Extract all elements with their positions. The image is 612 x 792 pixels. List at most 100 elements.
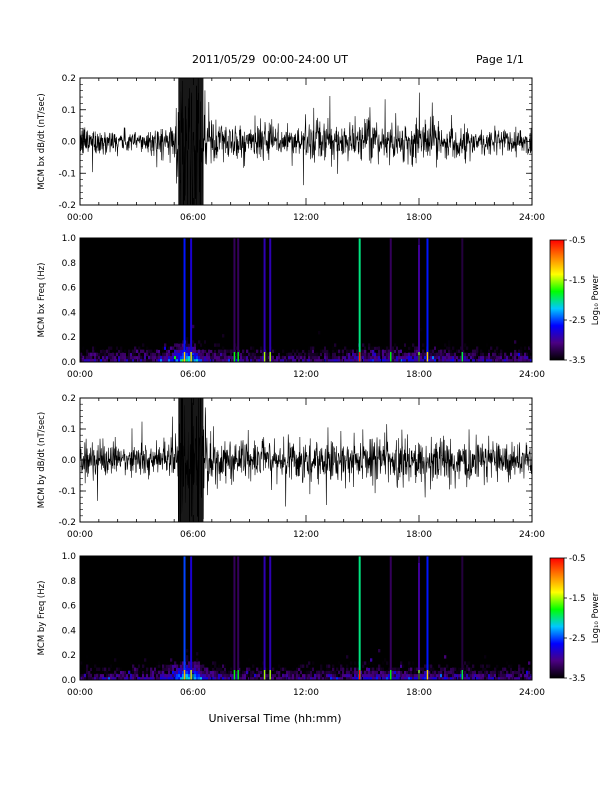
spectrogram-cell bbox=[130, 676, 133, 680]
spectrogram-cell bbox=[396, 349, 399, 353]
spectrogram-cell bbox=[196, 349, 199, 353]
spectrogram-cell bbox=[232, 673, 235, 678]
spectrogram-cell bbox=[478, 352, 481, 357]
spectrogram-cell bbox=[198, 352, 201, 357]
spectrogram-cell bbox=[158, 673, 161, 678]
spectrogram-cell bbox=[164, 352, 167, 357]
spectrogram-cell bbox=[108, 676, 111, 680]
spectrogram-cell bbox=[250, 676, 253, 680]
spectrogram-cell bbox=[146, 349, 149, 353]
spectrogram-cell bbox=[182, 676, 185, 680]
spectrogram-cell bbox=[80, 661, 83, 665]
spectrogram-cell bbox=[492, 670, 495, 675]
spectrogram-cell bbox=[142, 673, 145, 678]
spectrogram-cell bbox=[460, 355, 463, 360]
spectrogram-cell bbox=[258, 676, 261, 680]
spectrogram-cell bbox=[370, 673, 373, 678]
spectrogram-cell bbox=[90, 664, 93, 668]
spectrogram-cell bbox=[242, 349, 245, 353]
plot-area-bx-spec bbox=[80, 238, 532, 362]
spectrogram-cell bbox=[346, 667, 349, 671]
spectrogram-cell bbox=[94, 358, 97, 362]
spectrogram-cell bbox=[464, 355, 467, 360]
spectrogram-cell bbox=[128, 676, 131, 680]
spectrogram-cell bbox=[154, 355, 157, 360]
spectrogram-cell bbox=[278, 352, 281, 357]
spectrogram-cell bbox=[316, 355, 319, 360]
spectrogram-cell bbox=[168, 670, 171, 675]
x-tick-label: 00:00 bbox=[67, 213, 93, 223]
spectrogram-cell bbox=[92, 667, 95, 671]
spectrogram-cell bbox=[428, 664, 431, 668]
spectrogram-cell bbox=[316, 352, 319, 357]
spectrogram-cell bbox=[296, 349, 299, 353]
spectrogram-cell bbox=[336, 673, 339, 678]
spectrogram-cell bbox=[442, 349, 445, 353]
spectrogram-cell bbox=[364, 673, 367, 678]
spectrogram-cell bbox=[326, 664, 329, 668]
spectrogram-cell bbox=[174, 667, 177, 671]
spectrogram-cell bbox=[96, 355, 99, 360]
spectrogram-cell bbox=[180, 352, 183, 357]
spectrogram-cell bbox=[332, 349, 335, 353]
spectrogram-cell bbox=[236, 358, 239, 362]
spectrogram-cell bbox=[408, 676, 411, 680]
spectrogram-cell bbox=[258, 358, 261, 362]
spectrogram-cell bbox=[506, 661, 509, 665]
spectrogram-cell bbox=[372, 670, 375, 675]
spectrogram-cell bbox=[464, 661, 467, 665]
spectrogram-cell bbox=[394, 358, 397, 362]
spectrogram-cell bbox=[286, 352, 289, 357]
spectrogram-cell bbox=[192, 346, 195, 350]
spectrogram-cell bbox=[300, 358, 303, 362]
spectrogram-cell bbox=[220, 355, 223, 360]
spectrogram-cell bbox=[516, 667, 519, 671]
spectrogram-cell bbox=[92, 349, 95, 353]
spectrogram-cell bbox=[334, 676, 337, 680]
spectrogram-cell bbox=[154, 667, 157, 671]
spectrogram-cell bbox=[168, 358, 171, 362]
spectrogram-cell bbox=[280, 667, 283, 671]
spectrogram-cell bbox=[412, 673, 415, 678]
spectrogram-cell bbox=[354, 355, 357, 360]
spectrogram-cell bbox=[392, 658, 395, 662]
spectrogram-cell bbox=[348, 355, 351, 360]
spectrogram-cell bbox=[460, 676, 463, 680]
spectrogram-cell bbox=[526, 673, 529, 678]
spectrogram-cell bbox=[256, 667, 259, 671]
spectrogram-cell bbox=[360, 670, 363, 675]
spectrogram-cell bbox=[118, 349, 121, 353]
spectrogram-cell bbox=[356, 355, 359, 360]
spectrogram-cell bbox=[280, 352, 283, 357]
spectrogram-cell bbox=[424, 664, 427, 668]
spectrogram-cell bbox=[202, 664, 205, 668]
spectrogram-cell bbox=[202, 358, 205, 362]
spectrogram-cell bbox=[182, 343, 185, 347]
spectrogram-cell bbox=[252, 355, 255, 360]
spectrogram-cell bbox=[178, 340, 181, 344]
spectrogram-cell bbox=[448, 355, 451, 360]
spectrogram-cell bbox=[138, 358, 141, 362]
spectrogram-cell bbox=[506, 673, 509, 678]
spectrogram-cell bbox=[84, 343, 87, 347]
spectrogram-cell bbox=[202, 352, 205, 357]
spectrogram-cell bbox=[470, 352, 473, 357]
spectrogram-cell bbox=[134, 346, 137, 350]
spectrogram-cell bbox=[388, 673, 391, 678]
panel-bx-ts: 00:00 06:00 12:00 18:00 24:00-0.2-0.10.00.10… bbox=[37, 74, 545, 223]
spectrogram-cell bbox=[88, 667, 91, 671]
spectrogram-cell bbox=[154, 670, 157, 675]
spectrogram-cell bbox=[436, 676, 439, 680]
spectrogram-cell bbox=[368, 358, 371, 362]
spectrogram-cell bbox=[414, 667, 417, 671]
spectrogram-cell bbox=[138, 676, 141, 680]
spectrogram-cell bbox=[114, 355, 117, 360]
spectrogram-cell bbox=[486, 673, 489, 678]
spectrogram-cell bbox=[176, 352, 179, 357]
spectrogram-cell bbox=[92, 676, 95, 680]
spectrogram-cell bbox=[458, 667, 461, 671]
spectrogram-cell bbox=[334, 358, 337, 362]
spectrogram-cell bbox=[396, 352, 399, 357]
spectrogram-cell bbox=[382, 349, 385, 353]
spectrogram-cell bbox=[486, 358, 489, 362]
